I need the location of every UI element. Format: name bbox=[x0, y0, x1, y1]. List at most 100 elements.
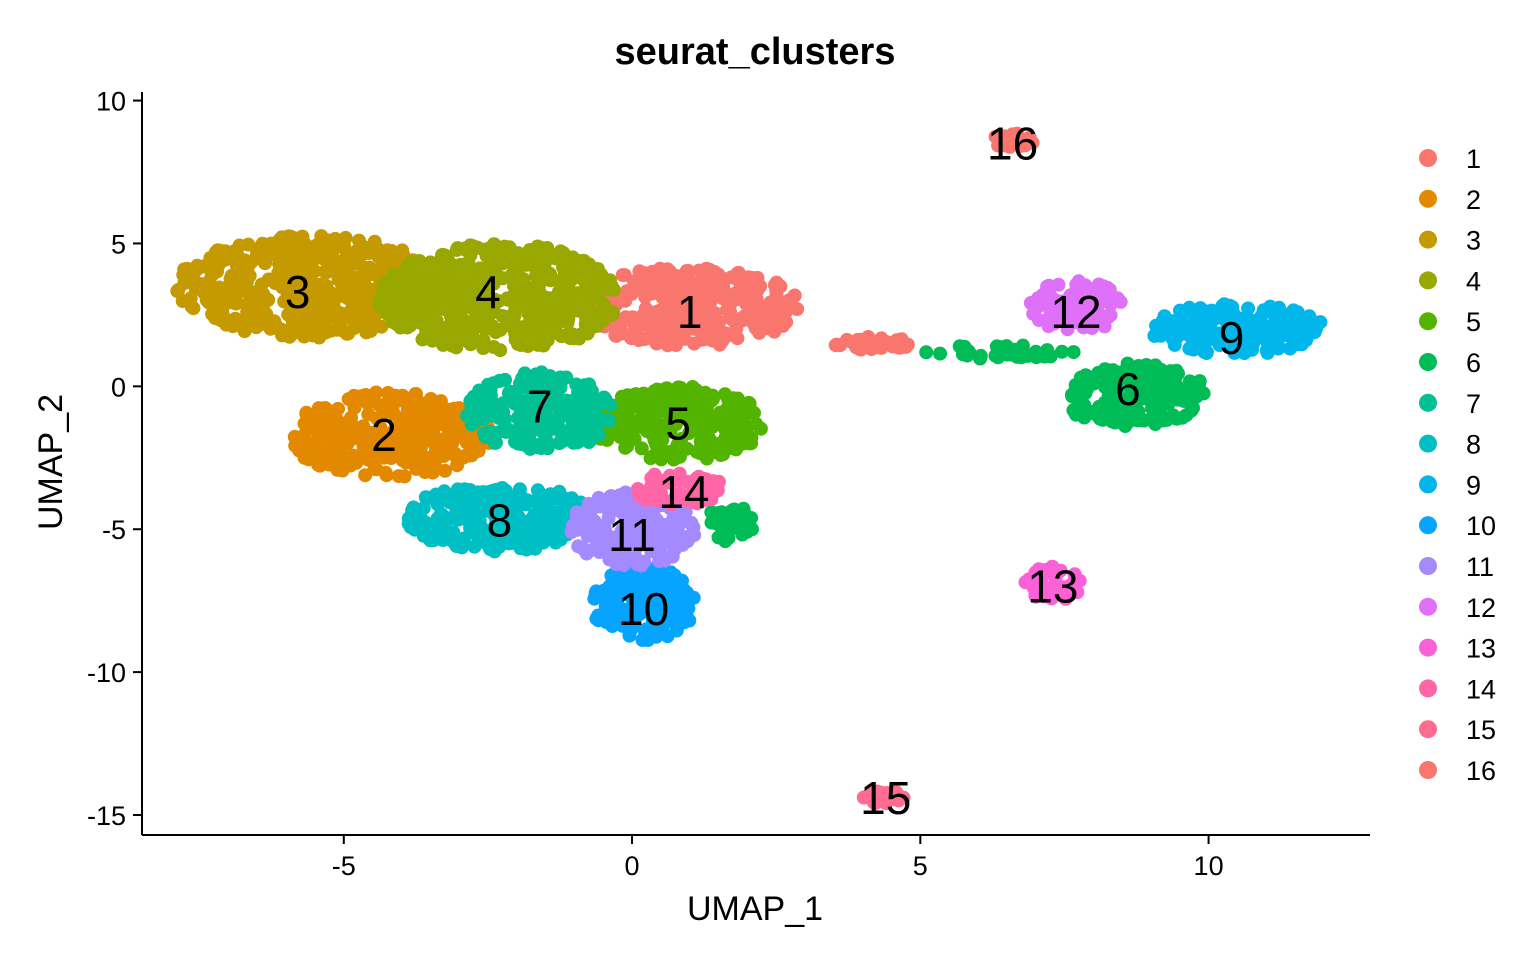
point bbox=[373, 299, 388, 314]
point bbox=[410, 256, 425, 271]
point bbox=[356, 419, 371, 434]
cluster-label-7: 7 bbox=[527, 380, 553, 432]
point bbox=[585, 425, 600, 440]
point bbox=[344, 269, 359, 284]
point bbox=[1254, 308, 1269, 323]
point bbox=[682, 401, 697, 416]
point bbox=[573, 414, 588, 429]
point bbox=[465, 266, 480, 281]
point bbox=[700, 399, 715, 414]
point bbox=[408, 387, 423, 402]
point bbox=[919, 345, 934, 360]
x-axis-title: UMAP_1 bbox=[687, 890, 823, 928]
point bbox=[578, 303, 593, 318]
point bbox=[281, 271, 295, 286]
point bbox=[666, 301, 680, 316]
point bbox=[1118, 419, 1133, 434]
point bbox=[1165, 326, 1180, 341]
legend-item-15: 15 bbox=[1419, 715, 1496, 745]
legend-item-10: 10 bbox=[1419, 511, 1496, 541]
point bbox=[457, 324, 471, 339]
point bbox=[349, 284, 364, 299]
point bbox=[712, 315, 727, 329]
point bbox=[1170, 392, 1185, 407]
point bbox=[630, 329, 645, 344]
point bbox=[443, 532, 458, 547]
point bbox=[293, 323, 308, 338]
point bbox=[771, 319, 786, 334]
point bbox=[973, 351, 988, 366]
point bbox=[743, 298, 758, 312]
point bbox=[456, 287, 471, 302]
point bbox=[646, 449, 661, 463]
y-tick-label: 5 bbox=[111, 229, 126, 259]
cluster-label-13: 13 bbox=[1027, 560, 1078, 612]
point bbox=[457, 482, 472, 497]
y-tick-label: -15 bbox=[87, 801, 126, 831]
point bbox=[1150, 382, 1165, 397]
point bbox=[576, 272, 591, 287]
point bbox=[246, 288, 261, 303]
point bbox=[304, 248, 319, 263]
point bbox=[520, 339, 535, 353]
point bbox=[462, 240, 477, 255]
point bbox=[486, 340, 501, 354]
point bbox=[590, 318, 605, 333]
point bbox=[311, 457, 326, 472]
point bbox=[591, 608, 606, 623]
point bbox=[318, 409, 333, 424]
cluster-label-8: 8 bbox=[487, 495, 513, 547]
points-layer bbox=[170, 126, 1328, 811]
point bbox=[666, 444, 681, 459]
legend-label: 7 bbox=[1466, 389, 1481, 419]
point bbox=[669, 317, 684, 332]
legend-label: 11 bbox=[1466, 552, 1494, 582]
legend-label: 15 bbox=[1466, 715, 1496, 745]
point bbox=[477, 426, 492, 441]
point bbox=[425, 428, 440, 442]
point bbox=[531, 261, 545, 276]
point bbox=[320, 287, 335, 302]
point bbox=[730, 292, 745, 306]
legend-item-3: 3 bbox=[1419, 226, 1481, 256]
point bbox=[677, 331, 692, 346]
point bbox=[476, 341, 491, 355]
point bbox=[543, 273, 558, 288]
point bbox=[682, 309, 697, 324]
point bbox=[310, 279, 325, 294]
point bbox=[367, 265, 382, 279]
legend-item-14: 14 bbox=[1419, 674, 1496, 704]
point bbox=[1080, 369, 1095, 384]
point bbox=[758, 319, 773, 334]
point bbox=[733, 430, 748, 445]
cluster-label-9: 9 bbox=[1219, 312, 1245, 364]
series-4-points bbox=[372, 237, 621, 358]
point bbox=[594, 267, 609, 282]
point bbox=[681, 601, 696, 616]
point bbox=[1010, 345, 1025, 360]
point bbox=[519, 257, 534, 272]
point bbox=[295, 299, 310, 314]
cluster-label-4: 4 bbox=[475, 266, 501, 318]
legend-label: 6 bbox=[1466, 348, 1481, 378]
point bbox=[650, 382, 665, 397]
point bbox=[533, 240, 548, 255]
point bbox=[618, 485, 633, 500]
point bbox=[384, 284, 399, 299]
point bbox=[291, 233, 306, 248]
point bbox=[497, 239, 512, 254]
point bbox=[839, 332, 854, 347]
point bbox=[1166, 408, 1180, 423]
point bbox=[429, 313, 444, 328]
point bbox=[1260, 345, 1275, 360]
point bbox=[599, 303, 614, 317]
point bbox=[444, 445, 459, 460]
point bbox=[474, 313, 489, 328]
legend-label: 10 bbox=[1466, 511, 1496, 541]
legend-item-13: 13 bbox=[1419, 634, 1496, 664]
point bbox=[741, 274, 756, 289]
point bbox=[615, 326, 630, 341]
point bbox=[305, 328, 320, 343]
point bbox=[648, 265, 663, 280]
point bbox=[288, 438, 303, 453]
